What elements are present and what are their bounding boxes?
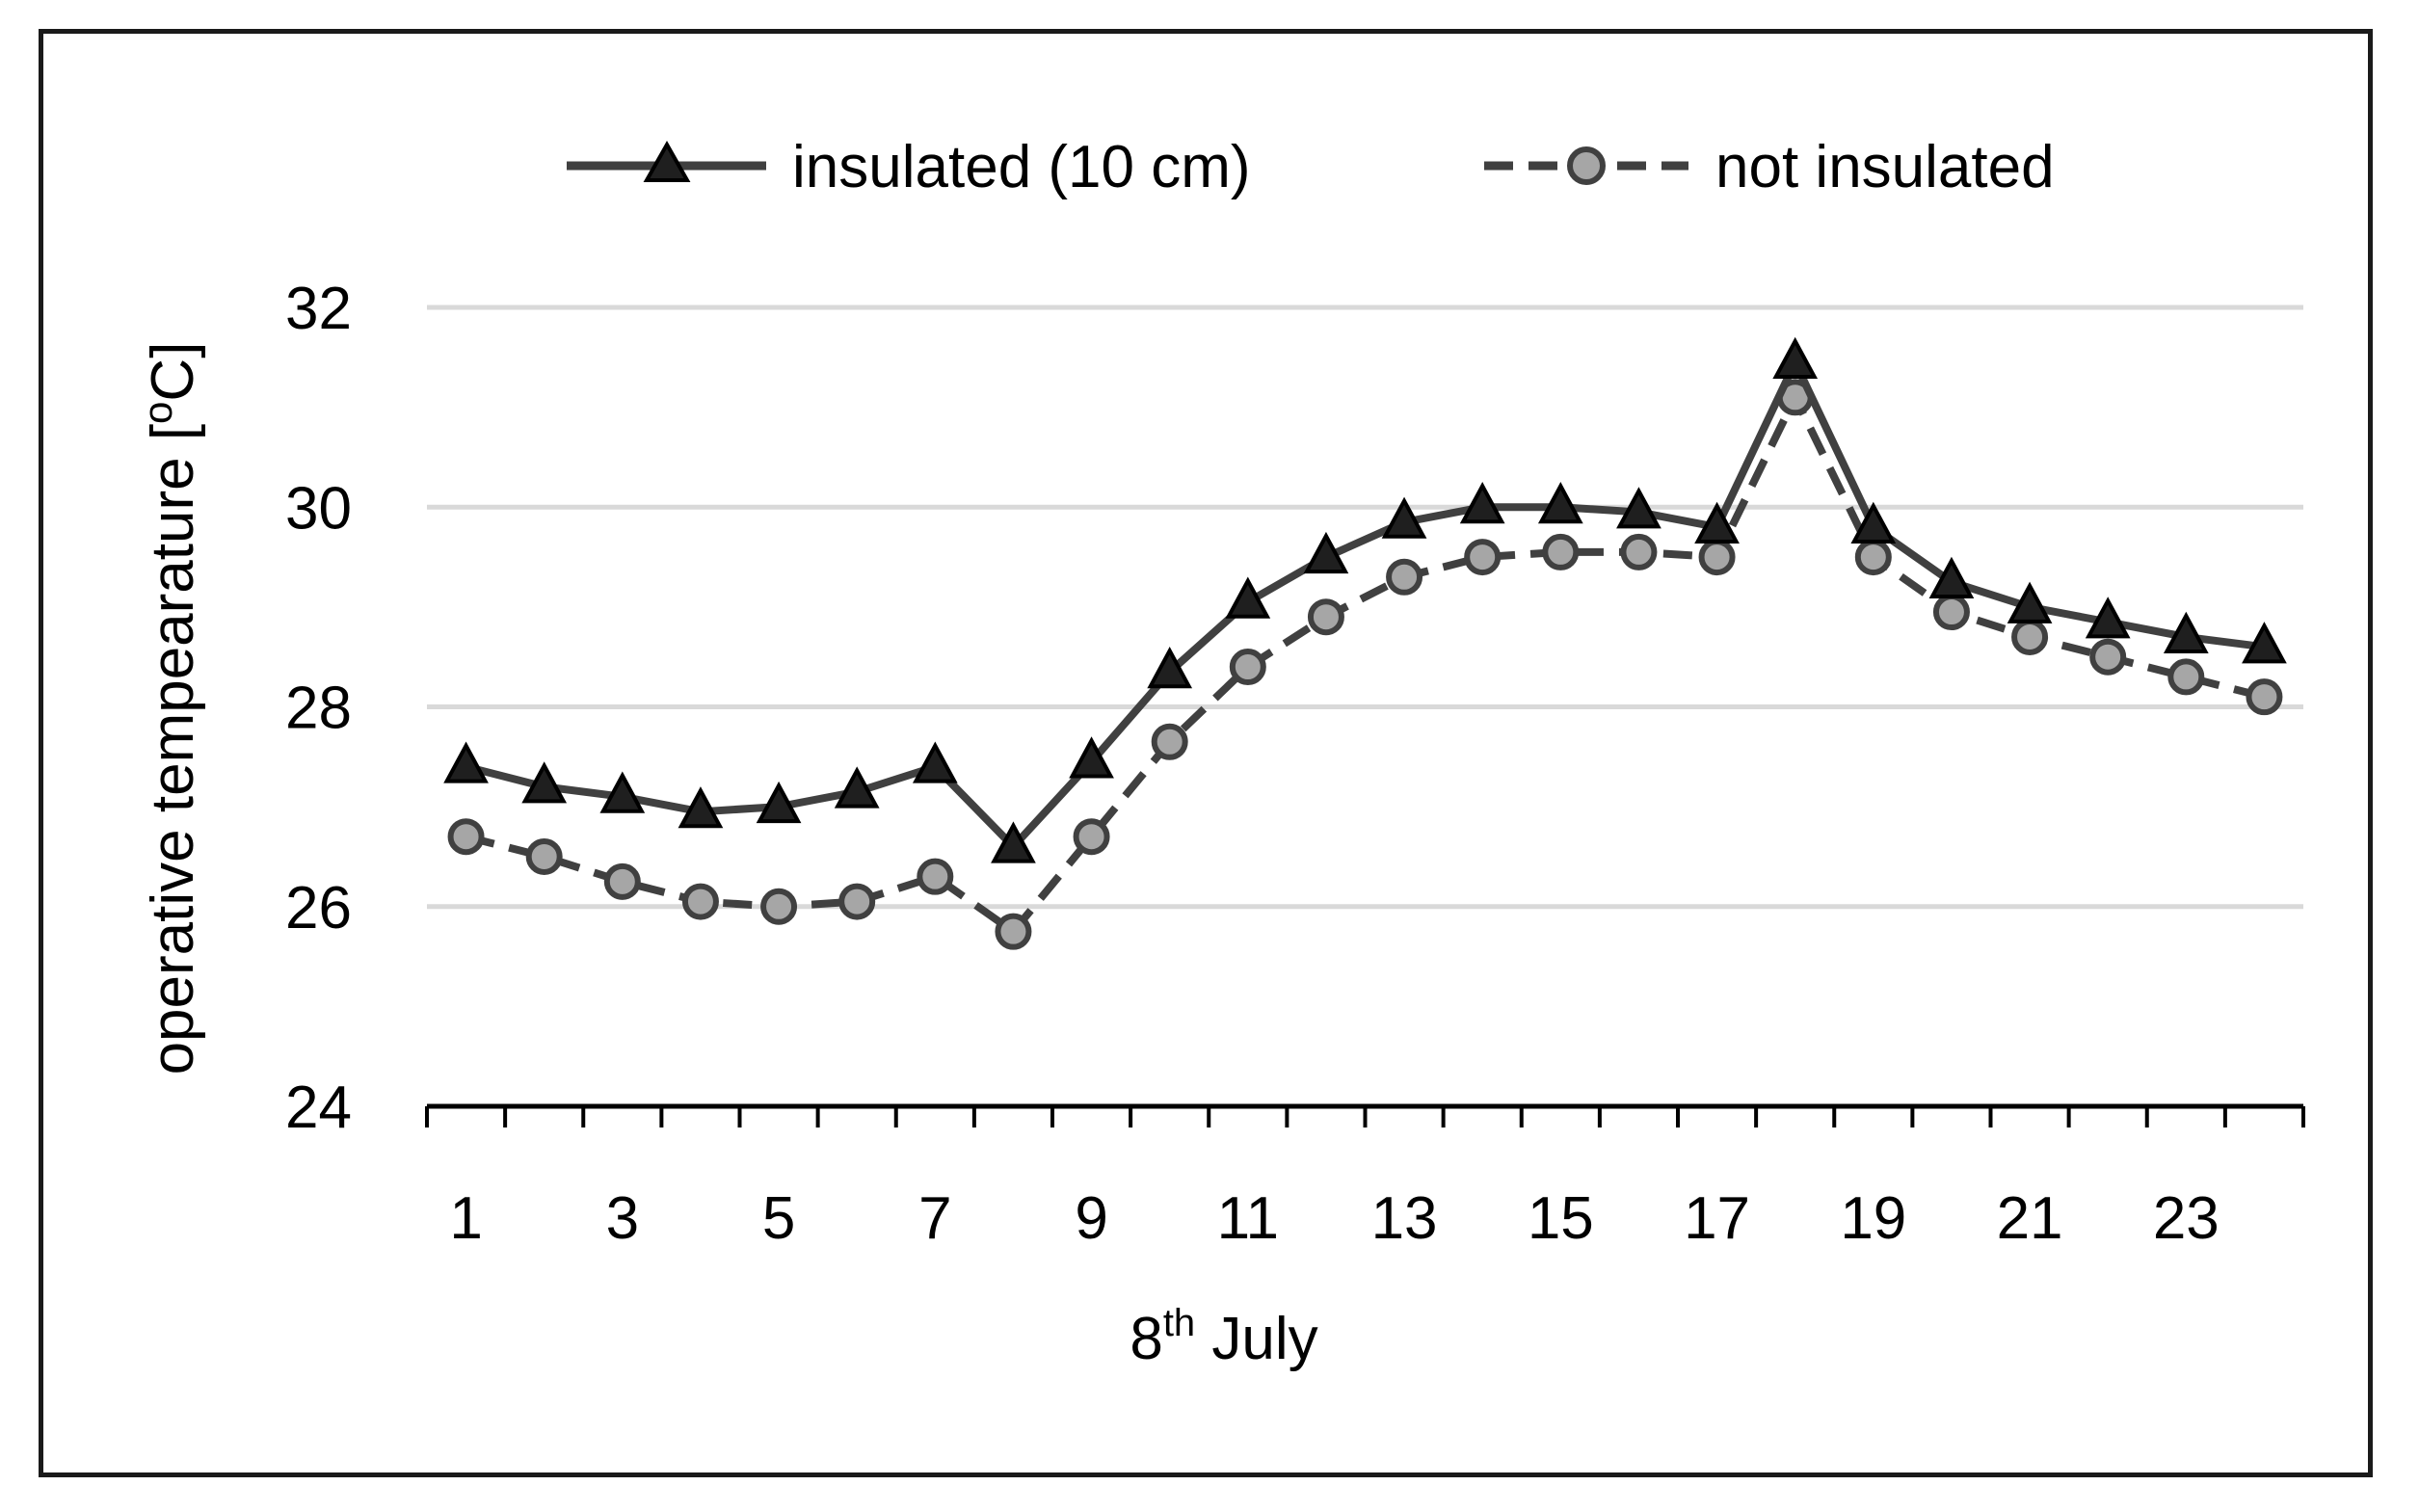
y-axis-label: operative tempearature [oC]	[135, 342, 206, 1075]
x-axis-label: 8th July	[1130, 1302, 1317, 1372]
point-not-insulated-9	[1073, 818, 1110, 856]
legend-marker-not-insulated	[1567, 146, 1606, 185]
point-not-insulated-8	[995, 913, 1032, 950]
x-tick-label-13: 13	[1371, 1185, 1438, 1252]
x-tick-label-9: 9	[1075, 1185, 1107, 1252]
legend-entry-not-insulated: not insulated	[1484, 134, 2055, 200]
y-tick-label-28: 28	[285, 676, 352, 742]
point-insulated-20	[1928, 556, 1975, 598]
point-not-insulated-10	[1151, 723, 1188, 760]
x-tick-label-21: 21	[1997, 1185, 2063, 1252]
point-insulated-22	[2085, 597, 2131, 639]
point-insulated-23	[2163, 611, 2209, 653]
y-axis-label-sup: o	[135, 402, 180, 424]
y-tick-label-30: 30	[285, 475, 352, 542]
x-tick-label-7: 7	[918, 1185, 951, 1252]
x-axis-label-rest: July	[1195, 1306, 1317, 1372]
point-insulated-14	[1459, 482, 1505, 524]
x-tick-label-3: 3	[606, 1185, 639, 1252]
x-tick-label-1: 1	[449, 1185, 482, 1252]
point-not-insulated-22	[2089, 638, 2127, 676]
point-not-insulated-14	[1464, 539, 1502, 576]
axes	[425, 1103, 2305, 1127]
point-insulated-7	[912, 741, 958, 783]
point-insulated-1	[443, 741, 489, 783]
point-not-insulated-12	[1307, 598, 1344, 636]
point-insulated-4	[678, 786, 724, 829]
point-not-insulated-4	[681, 883, 719, 920]
point-not-insulated-3	[603, 862, 641, 900]
point-insulated-18	[1772, 336, 1819, 379]
point-not-insulated-11	[1229, 649, 1266, 686]
y-axis-label-main: operative tempearature [	[140, 424, 206, 1075]
point-insulated-5	[756, 781, 802, 824]
y-tick-label-26: 26	[285, 875, 352, 942]
point-insulated-12	[1303, 531, 1349, 574]
point-insulated-9	[1069, 736, 1114, 779]
chart-frame	[39, 29, 2373, 1477]
series-line-not-insulated	[465, 393, 2266, 936]
point-not-insulated-6	[838, 883, 876, 920]
point-not-insulated-15	[1542, 533, 1580, 570]
point-insulated-2	[521, 761, 568, 804]
legend-label-not-insulated: not insulated	[1715, 134, 2055, 200]
point-not-insulated-17	[1698, 539, 1736, 576]
legend-label-insulated: insulated (10 cm)	[792, 134, 1251, 200]
x-axis-label-sup: th	[1163, 1302, 1195, 1344]
point-insulated-11	[1225, 576, 1271, 619]
point-insulated-15	[1537, 482, 1583, 524]
series-line-insulated	[465, 358, 2265, 851]
y-tick-label-24: 24	[285, 1074, 352, 1141]
point-insulated-8	[991, 821, 1036, 863]
legend-marker-insulated	[643, 140, 691, 182]
point-not-insulated-7	[917, 858, 954, 895]
point-insulated-3	[599, 771, 646, 813]
x-tick-label-15: 15	[1528, 1185, 1594, 1252]
x-tick-label-19: 19	[1840, 1185, 1906, 1252]
point-not-insulated-20	[1932, 594, 1970, 631]
point-insulated-19	[1850, 501, 1897, 544]
y-tick-label-32: 32	[285, 276, 352, 342]
point-not-insulated-24	[2246, 678, 2283, 716]
point-insulated-24	[2242, 622, 2287, 664]
x-tick-label-5: 5	[762, 1185, 795, 1252]
point-not-insulated-19	[1854, 539, 1892, 576]
point-not-insulated-23	[2167, 658, 2205, 696]
y-axis-label-rest: C]	[140, 342, 206, 402]
legend-entry-insulated: insulated (10 cm)	[567, 134, 1251, 200]
x-axis-label-main: 8	[1130, 1306, 1162, 1372]
point-insulated-6	[834, 766, 880, 809]
point-not-insulated-13	[1386, 558, 1423, 596]
x-tick-label-11: 11	[1217, 1185, 1279, 1252]
point-not-insulated-16	[1620, 533, 1658, 570]
legend: insulated (10 cm) not insulated	[567, 134, 2055, 200]
x-tick-label-17: 17	[1684, 1185, 1750, 1252]
series-layer	[443, 336, 2287, 950]
point-not-insulated-21	[2011, 618, 2049, 655]
point-insulated-10	[1147, 647, 1193, 689]
point-insulated-16	[1616, 487, 1661, 529]
point-not-insulated-5	[760, 888, 798, 925]
point-insulated-21	[2007, 581, 2053, 623]
x-tick-label-23: 23	[2153, 1185, 2220, 1252]
point-not-insulated-2	[525, 837, 563, 875]
point-insulated-17	[1694, 501, 1740, 544]
point-insulated-13	[1381, 496, 1427, 539]
point-not-insulated-1	[447, 818, 485, 856]
